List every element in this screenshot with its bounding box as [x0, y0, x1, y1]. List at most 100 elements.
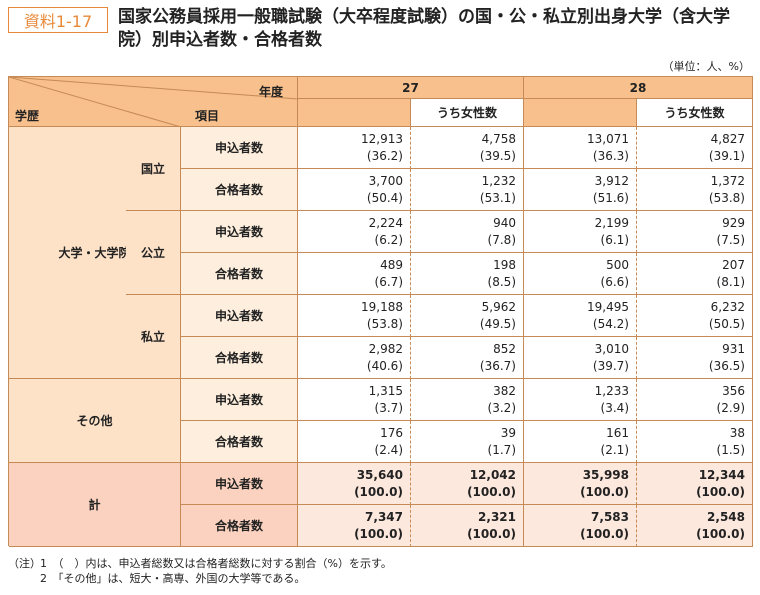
row-item: 申込者数: [181, 295, 298, 337]
cell-count: 161: [606, 426, 629, 440]
row-item: 申込者数: [181, 211, 298, 253]
cell-percent: (53.8): [708, 191, 745, 205]
cell-count: 1,315: [368, 384, 403, 398]
cell-percent: (36.7): [479, 359, 516, 373]
data-cell: 13,071 (36.3): [524, 127, 637, 169]
table: 年度 項目 学歴 27 うち女性数 28 うち女性数 大学・大学院 国立 公立 私立 その他計申込者数…: [8, 76, 753, 547]
row-item: 合格者数: [181, 169, 298, 211]
cell-count: 2,982: [368, 342, 403, 356]
cell-percent: (50.5): [708, 317, 745, 331]
data-cell: 35,998 (100.0): [524, 463, 637, 505]
cell-count: 929: [722, 216, 745, 230]
cell-count: 2,224: [368, 216, 403, 230]
cell-count: 7,347: [365, 510, 403, 524]
group-label: その他: [9, 379, 181, 463]
data-cell: 3,912 (51.6): [524, 169, 637, 211]
data-cell: 489 (6.7): [298, 253, 411, 295]
data-cell: 38 (1.5): [637, 421, 753, 463]
row-item: 申込者数: [181, 463, 298, 505]
cell-count: 4,758: [481, 132, 516, 146]
cell-count: 1,372: [710, 174, 745, 188]
data-cell: 2,548 (100.0): [637, 505, 753, 547]
cell-percent: (49.5): [479, 317, 516, 331]
cell-percent: (100.0): [696, 485, 745, 499]
row-item: 申込者数: [181, 127, 298, 169]
row-item: 合格者数: [181, 337, 298, 379]
row-item: 合格者数: [181, 253, 298, 295]
cell-percent: (40.6): [366, 359, 403, 373]
cell-percent: (36.2): [366, 149, 403, 163]
cell-percent: (100.0): [354, 527, 403, 541]
cell-count: 1,232: [481, 174, 516, 188]
data-cell: 931 (36.5): [637, 337, 753, 379]
cell-percent: (8.5): [487, 275, 516, 289]
title: 国家公務員採用一般職試験（大卒程度試験）の国・公・私立別出身大学（含大学院）別申…: [118, 7, 730, 50]
cell-percent: (7.5): [716, 233, 745, 247]
data-cell: 5,962 (49.5): [411, 295, 524, 337]
item-label: 項目: [195, 109, 220, 123]
cell-count: 3,700: [368, 174, 403, 188]
cell-count: 3,010: [594, 342, 629, 356]
cell-percent: (8.1): [716, 275, 745, 289]
group-label: 計: [9, 463, 181, 547]
year-header: 28: [524, 77, 753, 99]
cell-count: 38: [729, 426, 745, 440]
cell-count: 2,199: [594, 216, 629, 230]
data-cell: 12,344 (100.0): [637, 463, 753, 505]
note: 2 「その他」は、短大・高専、外国の大学等である。: [40, 572, 306, 585]
data-cell: 1,232 (53.1): [411, 169, 524, 211]
cell-count: 2,548: [707, 510, 745, 524]
blank-header: [524, 99, 637, 127]
year-label: 年度: [259, 85, 284, 99]
cell-percent: (6.6): [600, 275, 629, 289]
cell-count: 940: [493, 216, 516, 230]
cell-percent: (3.7): [374, 401, 403, 415]
subheader: うち女性数: [411, 99, 524, 127]
data-cell: 382 (3.2): [411, 379, 524, 421]
note-label: （注）: [8, 557, 41, 570]
subgroup-label: 国立: [126, 127, 181, 211]
cell-count: 3,912: [594, 174, 629, 188]
cell-count: 176: [380, 426, 403, 440]
blank-header: [298, 99, 411, 127]
cell-count: 13,071: [587, 132, 629, 146]
row-item: 合格者数: [181, 421, 298, 463]
data-cell: 12,042 (100.0): [411, 463, 524, 505]
cell-percent: (39.7): [592, 359, 629, 373]
cell-percent: (100.0): [580, 485, 629, 499]
cell-count: 2,321: [478, 510, 516, 524]
cell-percent: (6.1): [600, 233, 629, 247]
data-cell: 207 (8.1): [637, 253, 753, 295]
data-cell: 19,495 (54.2): [524, 295, 637, 337]
note: 1 （ ）内は、申込者総数又は合格者総数に対する割合（%）を示す。: [40, 557, 392, 570]
data-cell: 7,583 (100.0): [524, 505, 637, 547]
cell-count: 12,042: [469, 468, 516, 482]
data-cell: 2,199 (6.1): [524, 211, 637, 253]
cell-percent: (53.1): [479, 191, 516, 205]
cell-percent: (100.0): [467, 527, 516, 541]
cell-percent: (2.4): [374, 443, 403, 457]
data-cell: 940 (7.8): [411, 211, 524, 253]
cell-count: 207: [722, 258, 745, 272]
cell-count: 39: [500, 426, 516, 440]
data-cell: 929 (7.5): [637, 211, 753, 253]
cell-percent: (50.4): [366, 191, 403, 205]
cell-count: 198: [493, 258, 516, 272]
data-cell: 356 (2.9): [637, 379, 753, 421]
data-cell: 7,347 (100.0): [298, 505, 411, 547]
data-cell: 39 (1.7): [411, 421, 524, 463]
cell-percent: (3.2): [487, 401, 516, 415]
cell-percent: (39.1): [708, 149, 745, 163]
subgroup-label: 公立: [126, 211, 181, 295]
data-cell: 1,372 (53.8): [637, 169, 753, 211]
unit: （単位：人、%）: [662, 60, 750, 73]
data-cell: 3,700 (50.4): [298, 169, 411, 211]
cell-percent: (6.2): [374, 233, 403, 247]
data-cell: 852 (36.7): [411, 337, 524, 379]
data-cell: 198 (8.5): [411, 253, 524, 295]
cell-count: 12,344: [698, 468, 745, 482]
data-cell: 3,010 (39.7): [524, 337, 637, 379]
data-cell: 1,315 (3.7): [298, 379, 411, 421]
row-item: 申込者数: [181, 379, 298, 421]
cell-count: 852: [493, 342, 516, 356]
